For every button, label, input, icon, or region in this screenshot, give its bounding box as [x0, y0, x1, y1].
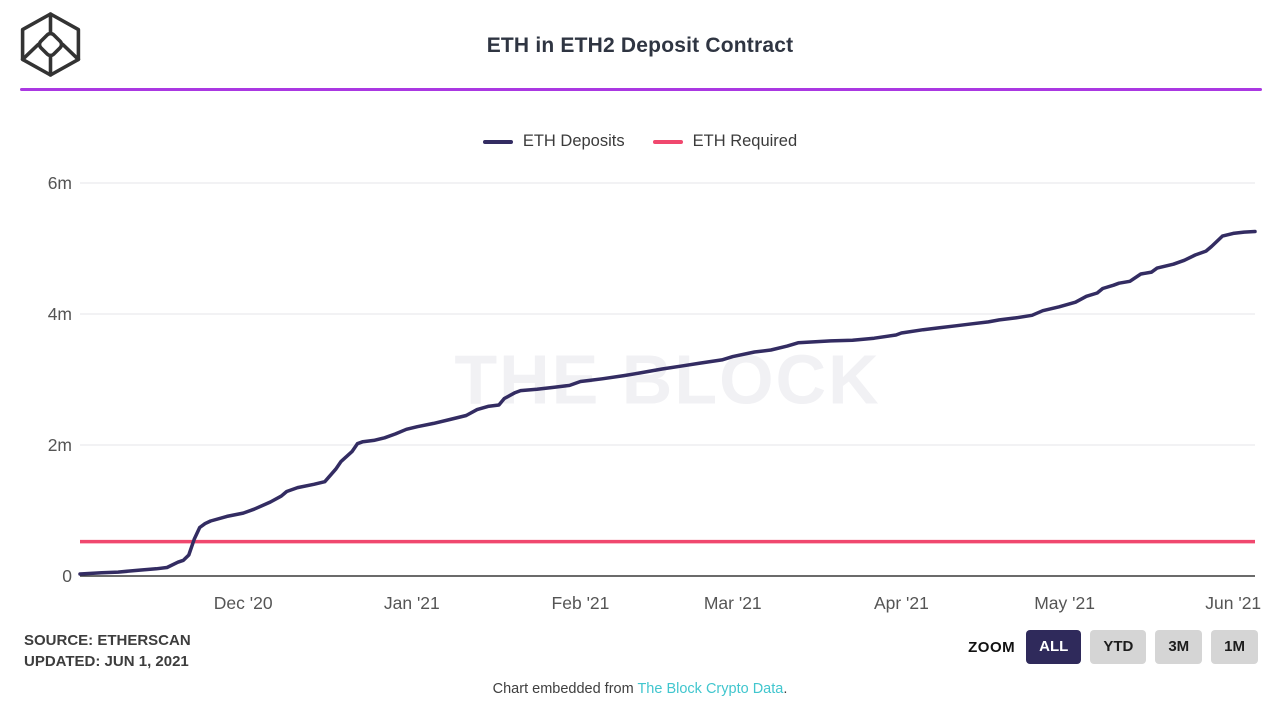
- eth-required-line-swatch: [652, 139, 683, 144]
- page-title: ETH in ETH2 Deposit Contract: [486, 34, 794, 57]
- x-tick-label: May '21: [1034, 593, 1095, 613]
- embed-footer: Chart embedded from The Block Crypto Dat…: [0, 681, 1280, 697]
- eth-deposits-line: [78, 229, 1257, 576]
- legend-item-eth-required: ETH Required: [652, 132, 798, 151]
- watermark-text: THE BLOCK: [454, 341, 880, 419]
- x-tick-label: Jan '21: [384, 593, 440, 613]
- x-tick-label: Mar '21: [704, 593, 762, 613]
- zoom-controls: ZOOM ALL YTD 3M 1M: [968, 630, 1258, 664]
- x-tick-label: Dec '20: [214, 593, 273, 613]
- zoom-button-3m[interactable]: 3M: [1155, 630, 1203, 664]
- updated-line: UPDATED: JUN 1, 2021: [24, 653, 189, 670]
- legend-label: ETH Required: [692, 132, 798, 150]
- y-tick-label: 2m: [48, 435, 72, 455]
- zoom-button-all[interactable]: ALL: [1026, 630, 1082, 664]
- eth-deposits-line-swatch: [482, 139, 513, 144]
- zoom-button-1m[interactable]: 1M: [1211, 630, 1258, 664]
- the-block-logo-icon: [20, 12, 81, 77]
- zoom-button-ytd[interactable]: YTD: [1090, 630, 1147, 664]
- legend-item-eth-deposits: ETH Deposits: [482, 132, 625, 151]
- header-accent-rule: [20, 88, 1262, 91]
- zoom-label: ZOOM: [968, 638, 1016, 656]
- x-tick-label: Jun '21: [1205, 593, 1261, 613]
- source-line: SOURCE: ETHERSCAN: [24, 632, 191, 649]
- y-tick-label: 0: [62, 566, 72, 586]
- y-tick-label: 4m: [48, 304, 72, 324]
- legend-label: ETH Deposits: [522, 132, 625, 150]
- the-block-crypto-data-link[interactable]: The Block Crypto Data: [637, 681, 784, 697]
- x-tick-label: Feb '21: [552, 593, 610, 613]
- source-block: SOURCE: ETHERSCAN UPDATED: JUN 1, 2021: [24, 630, 191, 672]
- embed-footer-suffix: .: [783, 681, 788, 697]
- y-tick-label: 6m: [48, 173, 72, 193]
- chart-legend: ETH Deposits ETH Required: [0, 132, 1280, 151]
- chart-plot: THE BLOCK 0 2m 4m 6m Dec '20 Jan '21 Feb '21 Mar…: [48, 173, 1261, 613]
- embed-footer-prefix: Chart embedded from: [492, 681, 638, 697]
- x-tick-label: Apr '21: [874, 593, 929, 613]
